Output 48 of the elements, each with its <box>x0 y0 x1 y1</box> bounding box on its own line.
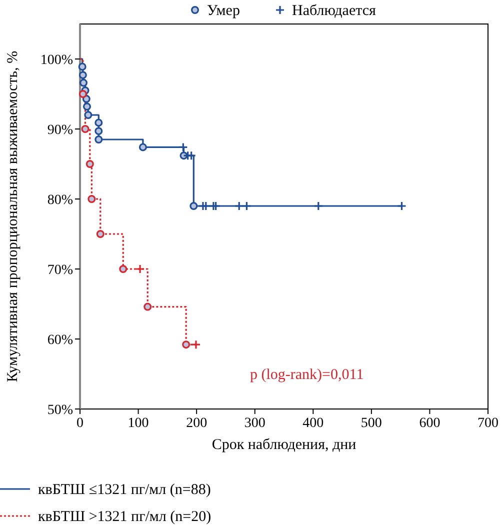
x-axis-title: Срок наблюдения, дни <box>212 437 356 453</box>
x-tick-label: 700 <box>478 416 498 431</box>
point <box>96 230 104 238</box>
y-tick-label: 100% <box>40 53 74 68</box>
point <box>138 143 147 152</box>
x-tick-label: 600 <box>419 416 440 431</box>
y-axis-title: Кумулятивная пропорциональная выживаемость, % <box>5 50 21 382</box>
point <box>135 264 145 274</box>
y-tick-label: 70% <box>47 263 74 278</box>
legend-label: Наблюдается <box>292 3 376 19</box>
point <box>314 201 324 211</box>
x-tick-label: 400 <box>302 416 324 431</box>
point <box>84 111 92 119</box>
x-tick-label: 200 <box>186 416 208 431</box>
legend-label: квБТШ ≤1321 пг/мл (n=88) <box>38 482 211 498</box>
legend-label: Умер <box>207 3 240 19</box>
point <box>79 78 88 87</box>
point <box>78 62 86 71</box>
point <box>94 136 103 144</box>
point <box>211 201 221 211</box>
point <box>94 127 103 136</box>
point <box>119 265 128 273</box>
point <box>178 142 188 152</box>
y-tick-label: 60% <box>47 333 74 348</box>
point <box>190 202 198 210</box>
point <box>182 340 190 349</box>
point <box>396 201 407 211</box>
legend-label: квБТШ >1321 пг/мл (n=20) <box>38 509 212 525</box>
point <box>191 340 201 350</box>
point <box>81 125 90 133</box>
point <box>144 302 152 311</box>
y-tick-label: 80% <box>47 193 74 208</box>
point <box>82 102 91 111</box>
x-tick-label: 100 <box>128 416 149 431</box>
x-tick-label: 0 <box>76 416 84 431</box>
point <box>201 201 211 211</box>
point <box>94 118 103 127</box>
x-tick-label: 500 <box>360 416 382 431</box>
point <box>88 195 96 203</box>
point <box>86 160 94 168</box>
point <box>78 90 87 98</box>
annotation: p (log-rank)=0,011 <box>250 367 364 383</box>
y-tick-label: 50% <box>47 403 74 418</box>
point <box>78 71 87 80</box>
point <box>234 201 244 211</box>
y-tick-label: 90% <box>47 123 74 138</box>
point <box>242 201 252 211</box>
x-tick-label: 300 <box>244 416 266 431</box>
